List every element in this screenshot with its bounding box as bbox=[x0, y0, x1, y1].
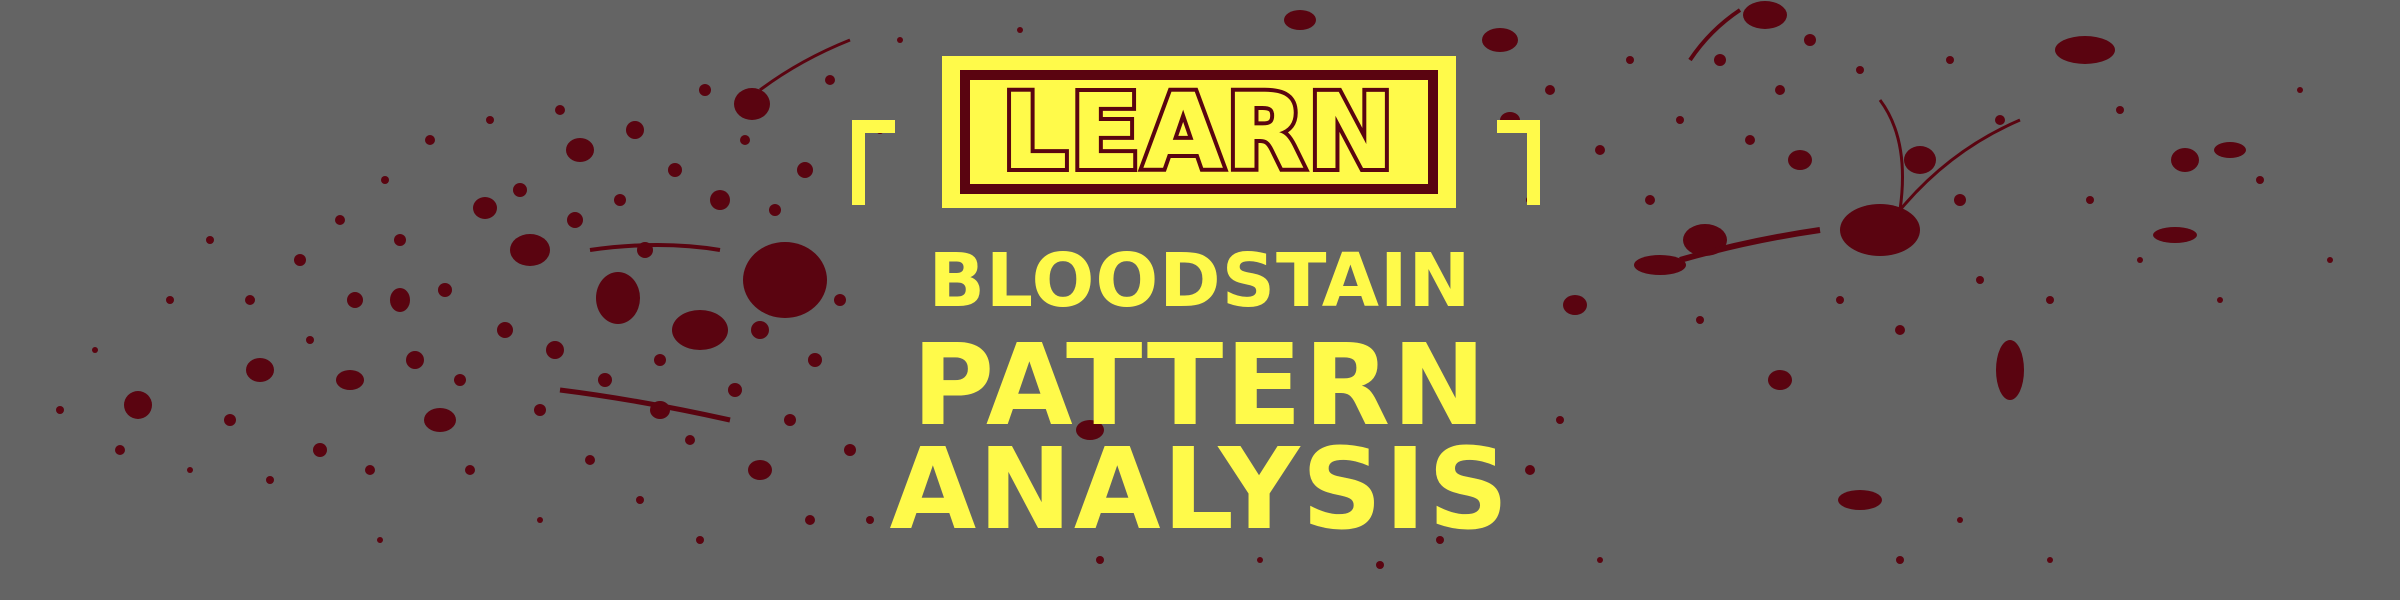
learn-badge: LEARN bbox=[942, 56, 1456, 208]
title-line-analysis: ANALYSIS bbox=[889, 425, 1511, 555]
title-line-pattern: PATTERN bbox=[912, 321, 1488, 451]
left-corner-bracket bbox=[852, 120, 895, 205]
learn-badge-frame: LEARN bbox=[960, 70, 1438, 194]
right-corner-bracket bbox=[1497, 120, 1540, 205]
title-line-bloodstain: BLOODSTAIN bbox=[928, 238, 1472, 324]
learn-badge-text: LEARN bbox=[998, 71, 1399, 193]
